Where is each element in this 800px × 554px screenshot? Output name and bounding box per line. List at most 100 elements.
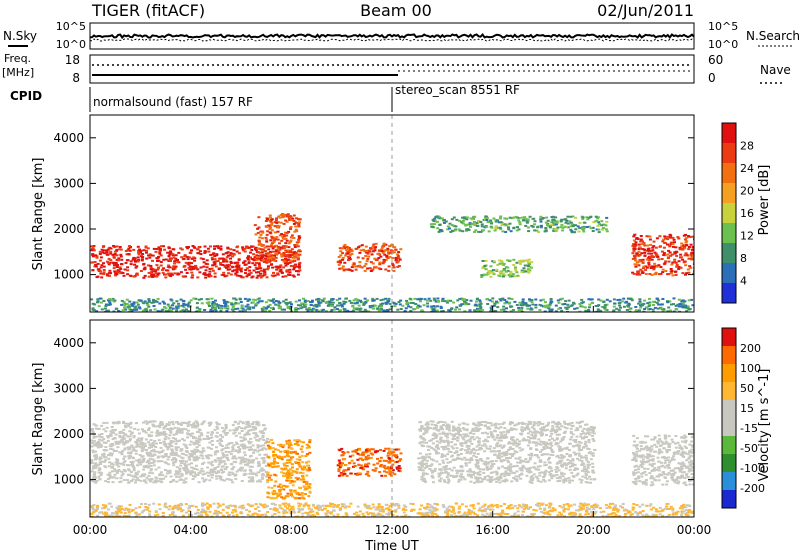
heatmap-cell	[558, 459, 562, 462]
heatmap-cell	[349, 249, 353, 251]
heatmap-cell	[257, 445, 261, 448]
heatmap-cell	[465, 228, 469, 231]
heatmap-cell	[432, 305, 436, 308]
heatmap-cell	[154, 425, 158, 428]
heatmap-cell	[556, 454, 560, 457]
heatmap-cell	[685, 310, 689, 312]
heatmap-cell	[632, 272, 636, 275]
heatmap-cell	[644, 268, 648, 271]
heatmap-cell	[209, 308, 213, 311]
heatmap-cell	[277, 304, 281, 307]
heatmap-cell	[243, 445, 247, 448]
heatmap-cell	[190, 262, 194, 265]
heatmap-cell	[637, 243, 641, 246]
heatmap-cell	[474, 476, 478, 479]
heatmap-cell	[120, 451, 123, 454]
heatmap-cell	[216, 439, 220, 442]
heatmap-cell	[528, 304, 531, 307]
heatmap-cell	[544, 221, 548, 224]
heatmap-cell	[159, 442, 162, 444]
heatmap-cell	[490, 424, 494, 427]
heatmap-cell	[482, 440, 486, 443]
heatmap-cell	[247, 440, 251, 443]
heatmap-cell	[668, 251, 672, 254]
heatmap-cell	[191, 274, 195, 277]
heatmap-cell	[526, 264, 530, 267]
heatmap-cell	[261, 473, 265, 476]
heatmap-cell	[521, 439, 525, 442]
heatmap-cell	[492, 217, 496, 220]
heatmap-cell	[125, 464, 129, 466]
heatmap-cell	[356, 301, 359, 304]
heatmap-cell	[469, 299, 473, 302]
heatmap-cell	[497, 479, 501, 481]
heatmap-cell	[169, 453, 173, 456]
heatmap-cell	[267, 446, 271, 449]
heatmap-cell	[481, 266, 485, 269]
heatmap-cell	[466, 439, 470, 442]
heatmap-cell	[528, 456, 532, 459]
heatmap-cell	[366, 257, 370, 260]
heatmap-cell	[206, 456, 209, 458]
heatmap-cell	[148, 256, 152, 259]
heatmap-cell	[134, 449, 138, 452]
heatmap-cell	[272, 493, 275, 495]
heatmap-cell	[363, 308, 367, 311]
heatmap-cell	[468, 309, 472, 312]
heatmap-cell	[388, 461, 392, 464]
heatmap-cell	[171, 440, 175, 443]
heatmap-cell	[231, 473, 235, 476]
heatmap-cell	[174, 442, 178, 445]
heatmap-cell	[151, 442, 155, 444]
heatmap-cell	[575, 421, 579, 424]
heatmap-cell	[587, 216, 591, 219]
heatmap-cell	[404, 307, 408, 310]
heatmap-cell	[157, 255, 160, 258]
heatmap-cell	[502, 305, 506, 308]
heatmap-cell	[234, 449, 238, 452]
heatmap-cell	[135, 265, 139, 268]
heatmap-cell	[409, 301, 413, 304]
heatmap-cell	[554, 223, 558, 226]
heatmap-cell	[418, 298, 422, 301]
heatmap-cell	[177, 473, 181, 476]
heatmap-cell	[394, 448, 398, 451]
heatmap-cell	[436, 220, 439, 223]
heatmap-cell	[226, 246, 230, 249]
heatmap-cell	[371, 453, 375, 456]
heatmap-cell	[366, 454, 370, 457]
heatmap-cell	[174, 265, 178, 268]
heatmap-cell	[605, 216, 609, 219]
heatmap-cell	[261, 249, 265, 252]
heatmap-cell	[503, 427, 507, 430]
heatmap-cell	[258, 251, 262, 254]
heatmap-cell	[341, 247, 345, 250]
heatmap-cell	[231, 448, 235, 451]
heatmap-cell	[210, 474, 214, 476]
heatmap-cell	[680, 242, 684, 245]
heatmap-cell	[185, 246, 189, 248]
heatmap-cell	[296, 256, 300, 259]
heatmap-cell	[442, 220, 446, 223]
heatmap-cell	[639, 268, 643, 271]
heatmap-cell	[202, 272, 206, 275]
heatmap-cell	[539, 224, 543, 227]
heatmap-cell	[294, 491, 298, 494]
heatmap-cell	[284, 495, 288, 498]
heatmap-cell	[687, 271, 691, 274]
heatmap-cell	[179, 428, 183, 431]
heatmap-cell	[273, 259, 277, 262]
heatmap-cell	[434, 445, 438, 448]
heatmap-cell	[143, 442, 147, 445]
heatmap-cell	[293, 470, 297, 473]
heatmap-cell	[287, 459, 291, 462]
heatmap-cell	[184, 428, 188, 431]
heatmap-cell	[290, 303, 293, 306]
heatmap-cell	[241, 249, 245, 252]
heatmap-cell	[172, 302, 176, 305]
heatmap-cell	[222, 454, 225, 456]
heatmap-cell	[667, 306, 671, 309]
heatmap-cell	[190, 455, 194, 458]
